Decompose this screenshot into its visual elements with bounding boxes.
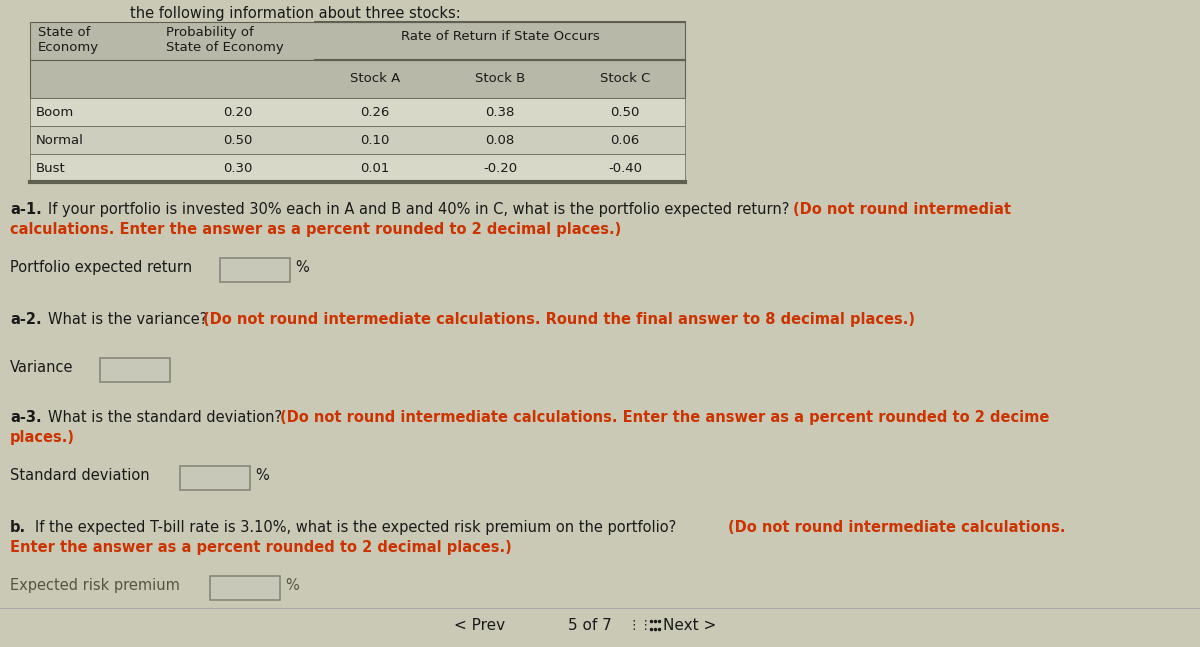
Text: What is the variance?: What is the variance? xyxy=(48,312,208,327)
Text: (Do not round intermediate calculations. Enter the answer as a percent rounded t: (Do not round intermediate calculations.… xyxy=(280,410,1049,425)
Text: 0.20: 0.20 xyxy=(223,105,252,118)
Text: What is the standard deviation?: What is the standard deviation? xyxy=(48,410,282,425)
Text: Stock C: Stock C xyxy=(600,72,650,85)
Text: a-3.: a-3. xyxy=(10,410,42,425)
Text: State of: State of xyxy=(38,26,90,39)
Text: Enter the answer as a percent rounded to 2 decimal places.): Enter the answer as a percent rounded to… xyxy=(10,540,511,555)
Bar xyxy=(30,22,685,60)
Text: 0.10: 0.10 xyxy=(360,133,390,146)
Text: %: % xyxy=(286,578,299,593)
Text: 0.01: 0.01 xyxy=(360,162,390,175)
Text: 0.08: 0.08 xyxy=(485,133,515,146)
Text: Variance: Variance xyxy=(10,360,73,375)
Text: < Prev: < Prev xyxy=(455,617,505,633)
Text: 0.06: 0.06 xyxy=(611,133,640,146)
Text: Next >: Next > xyxy=(664,617,716,633)
Text: Bust: Bust xyxy=(36,162,66,175)
Text: Economy: Economy xyxy=(38,41,100,54)
Text: Normal: Normal xyxy=(36,133,84,146)
Bar xyxy=(30,60,685,98)
Bar xyxy=(180,466,250,490)
Text: Rate of Return if State Occurs: Rate of Return if State Occurs xyxy=(401,30,599,43)
Bar xyxy=(100,358,170,382)
Text: places.): places.) xyxy=(10,430,74,445)
Text: ⋮⋮: ⋮⋮ xyxy=(628,619,653,631)
Text: If the expected T-bill rate is 3.10%, what is the expected risk premium on the p: If the expected T-bill rate is 3.10%, wh… xyxy=(35,520,677,535)
Text: If your portfolio is invested 30% each in A and B and 40% in C, what is the port: If your portfolio is invested 30% each i… xyxy=(48,202,790,217)
Text: (Do not round intermediate calculations.: (Do not round intermediate calculations. xyxy=(728,520,1066,535)
Text: -0.40: -0.40 xyxy=(608,162,642,175)
Bar xyxy=(30,154,685,182)
Text: %: % xyxy=(295,260,308,275)
Text: a-2.: a-2. xyxy=(10,312,42,327)
Text: 0.30: 0.30 xyxy=(223,162,252,175)
Text: a-1.: a-1. xyxy=(10,202,42,217)
Text: Expected risk premium: Expected risk premium xyxy=(10,578,180,593)
Text: Probability of: Probability of xyxy=(166,26,253,39)
Text: Standard deviation: Standard deviation xyxy=(10,468,150,483)
Text: calculations. Enter the answer as a percent rounded to 2 decimal places.): calculations. Enter the answer as a perc… xyxy=(10,222,622,237)
Bar xyxy=(210,576,280,600)
Text: 0.38: 0.38 xyxy=(485,105,515,118)
Bar xyxy=(220,258,290,282)
Text: 0.50: 0.50 xyxy=(611,105,640,118)
Text: Stock A: Stock A xyxy=(350,72,400,85)
Text: b.: b. xyxy=(10,520,26,535)
Text: Boom: Boom xyxy=(36,105,74,118)
Text: %: % xyxy=(256,468,269,483)
Text: State of Economy: State of Economy xyxy=(166,41,283,54)
Text: 5 of 7: 5 of 7 xyxy=(568,617,612,633)
Text: (Do not round intermediate calculations. Round the final answer to 8 decimal pla: (Do not round intermediate calculations.… xyxy=(203,312,916,327)
Text: the following information about three stocks:: the following information about three st… xyxy=(130,6,461,21)
Text: (Do not round intermediat: (Do not round intermediat xyxy=(793,202,1010,217)
Bar xyxy=(30,126,685,154)
Text: 0.50: 0.50 xyxy=(223,133,252,146)
Text: 0.26: 0.26 xyxy=(360,105,390,118)
Text: Stock B: Stock B xyxy=(475,72,526,85)
Text: Portfolio expected return: Portfolio expected return xyxy=(10,260,192,275)
Bar xyxy=(30,98,685,126)
Text: -0.20: -0.20 xyxy=(482,162,517,175)
